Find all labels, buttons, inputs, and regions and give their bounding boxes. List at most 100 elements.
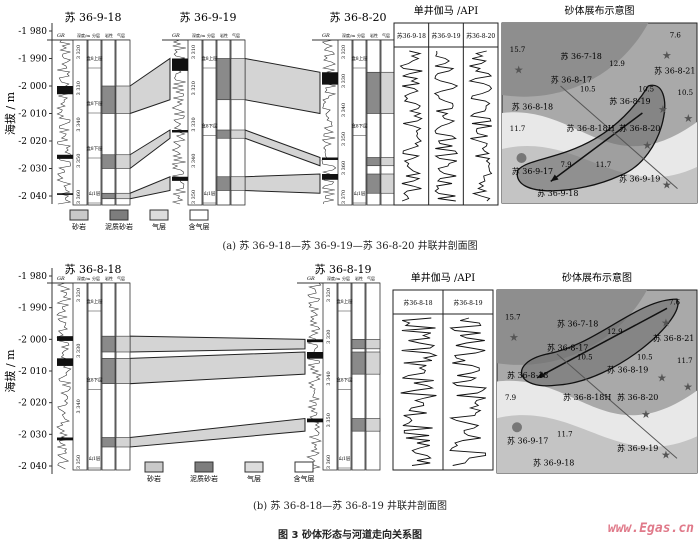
col-header-lith: 岩性 (355, 275, 363, 281)
layer-column (87, 282, 102, 471)
gas-layer (115, 85, 131, 114)
depth-label: 3 330 (76, 344, 82, 358)
gas-layer (115, 192, 131, 200)
layer-label: 山1层 (89, 190, 101, 197)
depth-label: 3 310 (191, 45, 197, 59)
depth-label: 3 360 (76, 190, 82, 204)
gas-layer (230, 176, 246, 191)
col-header-depth: 深度/m (77, 32, 90, 38)
depth-label: 3 350 (191, 190, 197, 204)
well-name: 苏 36-9-18 (65, 11, 122, 24)
legend-swatch (194, 461, 214, 473)
col-header-lith: 岩性 (105, 275, 113, 281)
well-star-icon: ★ (658, 103, 668, 116)
col-header-depth: 深度/m (77, 275, 90, 281)
legend-swatch (109, 209, 129, 221)
gas-layer (230, 58, 246, 101)
gr-sand-marker (57, 193, 73, 195)
section-line (560, 85, 678, 189)
well-dot-icon (516, 153, 527, 163)
contour-value: 10.5 (580, 85, 596, 93)
sand-body-correlation (244, 173, 321, 194)
lithology-sand (101, 335, 116, 353)
gamma-well-name: 苏36-9-19 (431, 32, 460, 40)
well-star-icon: ★ (662, 49, 672, 62)
contour-value: 12.9 (609, 60, 625, 68)
col-header-layer: 分层 (342, 275, 350, 281)
layer-column (337, 282, 352, 471)
gas-column (115, 39, 131, 206)
depth-column (322, 282, 338, 471)
well-star-icon: ★ (661, 317, 671, 330)
gamma-well-name: 苏36-8-19 (453, 299, 482, 307)
depth-label: 3 330 (326, 330, 332, 344)
col-header-gr: GR (57, 276, 65, 282)
legend-label: 含气层 (189, 222, 210, 231)
well-dot-icon (512, 422, 522, 433)
lithology-sand (101, 85, 116, 114)
sand-body-correlation (129, 176, 171, 200)
depth-label: 3 350 (341, 132, 347, 146)
map-contour-zone-mid (497, 415, 697, 473)
well-name: 苏 36-9-19 (180, 11, 237, 24)
gr-log-curve (56, 39, 72, 205)
depth-label: 3 360 (326, 455, 332, 469)
gas-layer (115, 335, 131, 353)
gas-layer (365, 339, 381, 350)
flow-direction-arrow (536, 307, 668, 379)
lithology-sand (216, 58, 231, 101)
depth-label: 3 340 (326, 371, 332, 385)
map-well-label: 苏 36-7-18 (557, 319, 598, 329)
sand-body-correlation (129, 57, 171, 115)
lithology-sand (101, 192, 116, 200)
map-title: 砂体展布示意图 (562, 271, 632, 284)
col-header-gr: GR (307, 276, 315, 282)
contour-value: 12.9 (607, 328, 623, 336)
section-line (556, 353, 678, 459)
contour-value: 10.5 (577, 354, 593, 362)
depth-label: 3 340 (341, 103, 347, 117)
legend-label: 含气层 (294, 474, 315, 483)
layer-column (352, 39, 367, 206)
map-well-label: 苏 36-8-18H (566, 123, 614, 133)
col-header-lith: 岩性 (370, 32, 378, 38)
gas-column (365, 282, 381, 471)
y-tick-label: -2 010 (18, 367, 47, 377)
sand-body-correlation (129, 351, 306, 385)
layer-label: 山1层 (354, 190, 366, 197)
lithology-column (101, 39, 116, 206)
map-well-label: 苏 36-8-19 (609, 96, 650, 106)
layer-label: 山1层 (339, 455, 351, 462)
depth-label: 3 320 (326, 288, 332, 302)
map-well-label: 苏 36-8-20 (617, 392, 658, 402)
sand-body-correlation (129, 335, 306, 353)
map-well-label: 苏 36-8-18 (512, 101, 553, 111)
watermark: www.Egas.cn (607, 521, 694, 536)
depth-label: 3 340 (76, 399, 82, 413)
lithology-sand (101, 437, 116, 448)
arrow-head-icon (537, 371, 545, 378)
legend-swatch (294, 461, 314, 473)
layer-label: 山1层 (89, 455, 101, 462)
contour-value: 11.7 (596, 161, 612, 169)
col-header-lith: 岩性 (105, 32, 113, 38)
sand-body-correlation (129, 417, 306, 448)
gr-sand-marker (172, 130, 188, 133)
map-well-label: 苏 36-8-17 (551, 74, 592, 84)
col-header-gr: GR (57, 33, 65, 39)
legend-label: 泥质砂岩 (105, 222, 133, 231)
map-well-label: 苏 36-8-21 (654, 65, 695, 75)
lithology-sand (101, 154, 116, 169)
col-header-depth: 深度/m (192, 32, 205, 38)
depth-label: 3 340 (191, 154, 197, 168)
col-header-layer: 分层 (92, 275, 100, 281)
figure-title: 图 3 砂体形态与河道走向关系图 (278, 530, 422, 541)
gamma-log-curve (400, 317, 438, 466)
y-tick-label: -2 030 (18, 165, 47, 175)
map-contour-zone-dark (497, 290, 647, 365)
lithology-sand (216, 176, 231, 191)
contour-value: 10.5 (678, 89, 694, 97)
gr-sand-marker (322, 72, 338, 85)
depth-label: 3 320 (341, 45, 347, 59)
lithology-sand (351, 418, 366, 432)
